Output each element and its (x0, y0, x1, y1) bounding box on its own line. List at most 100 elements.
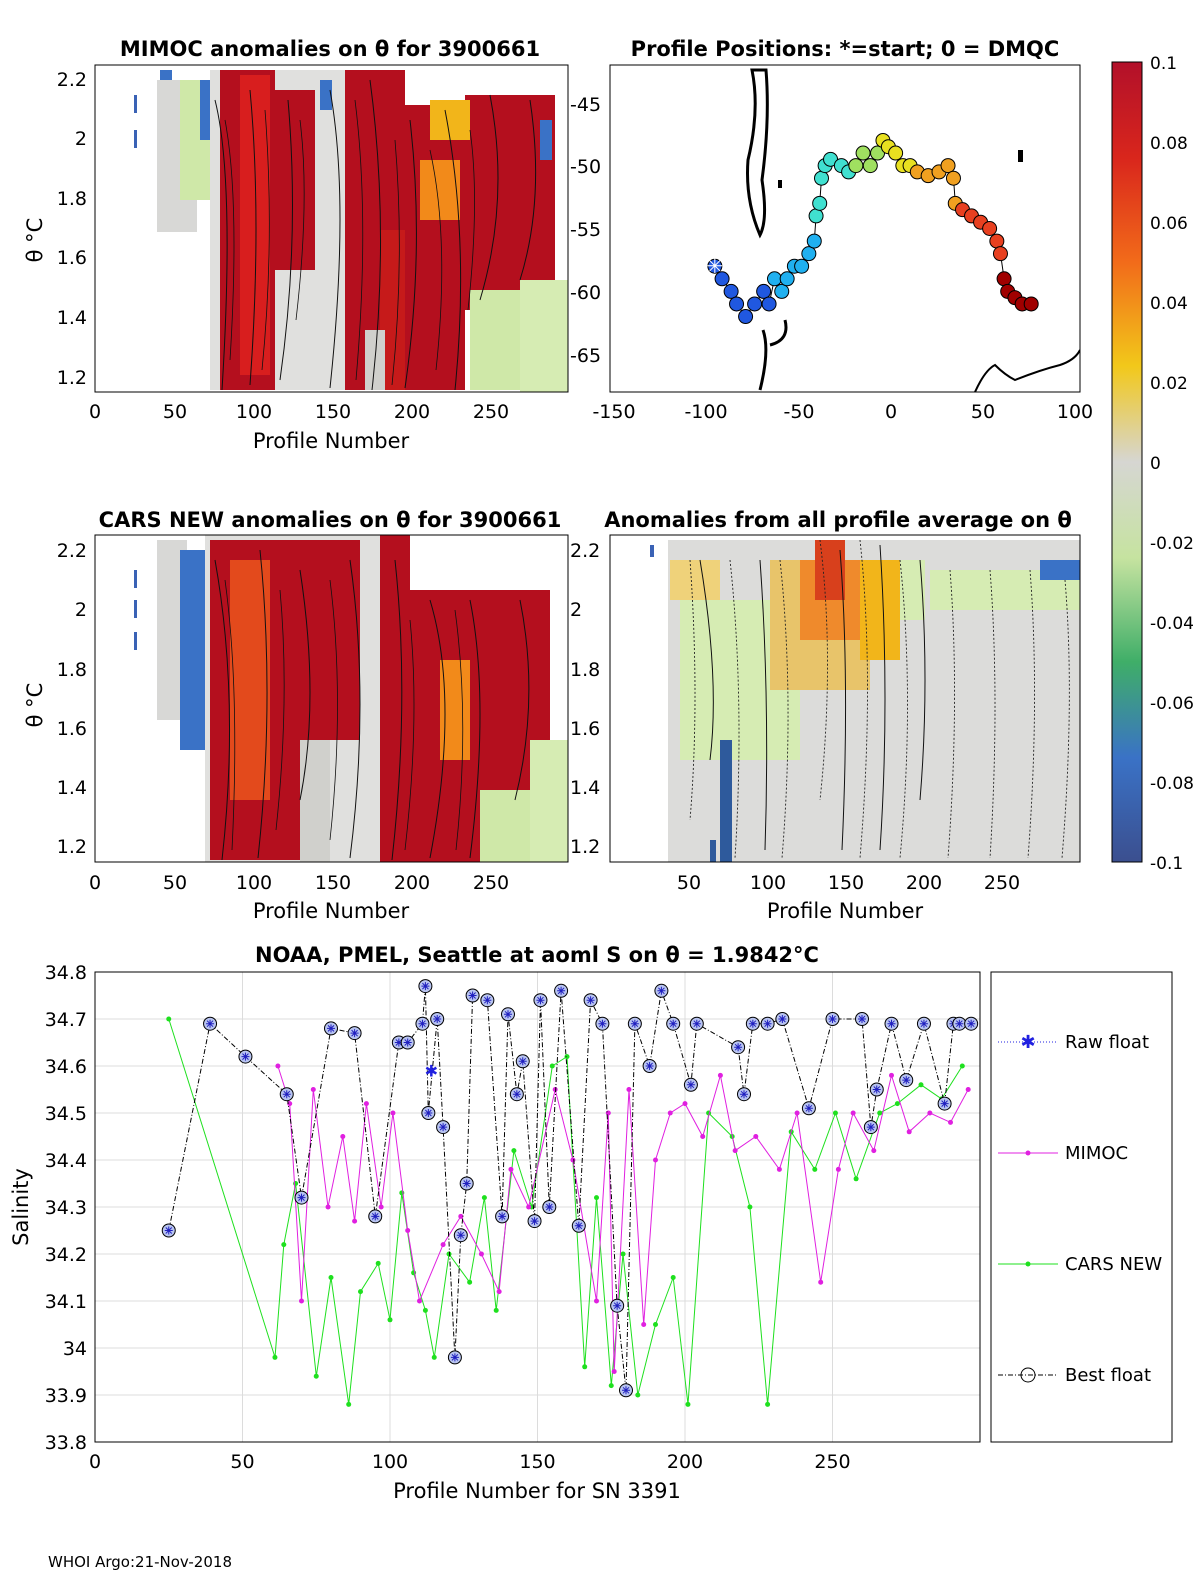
allavg-heatmap (650, 539, 1080, 862)
raw-float-star (403, 1038, 412, 1047)
cars-new-point (653, 1322, 658, 1327)
raw-float-star (536, 996, 545, 1005)
cars-new-point (918, 1082, 924, 1088)
mimoc-ytick: 2 (75, 128, 87, 150)
raw-float-star (545, 1203, 554, 1211)
legend-box (990, 971, 1173, 1443)
colorbar-tick: -0.08 (1150, 774, 1194, 794)
mimoc-xtick: 0 (89, 401, 101, 423)
mimoc-point (667, 1110, 673, 1116)
raw-float-star (630, 1019, 639, 1028)
mimoc-point (948, 1119, 953, 1125)
salinity-xtick: 50 (230, 1451, 254, 1473)
mimoc-point (405, 1228, 411, 1233)
cars-new-point (511, 1148, 517, 1154)
profile-position-point (767, 271, 782, 287)
mimoc-xtick: 250 (473, 401, 509, 423)
raw-float-star (692, 1019, 701, 1028)
profile-position-point (747, 296, 763, 312)
allavg-xtick: 50 (677, 872, 701, 894)
map-xtick: -150 (592, 401, 635, 423)
cars-xtick: 250 (473, 872, 509, 894)
raw-float-star (919, 1019, 928, 1028)
raw-float-star (297, 1193, 306, 1202)
mimoc-point (378, 1204, 384, 1210)
profile-position-point (801, 246, 817, 262)
colorbar-tick: 0.04 (1150, 294, 1188, 314)
mimoc-point (552, 1087, 558, 1092)
cars-ytick: 2 (75, 599, 87, 621)
raw-float-star (858, 1015, 866, 1023)
mimoc-point (496, 1289, 502, 1295)
mimoc-point (732, 1148, 738, 1154)
profile-position-point (707, 258, 723, 274)
raw-float-star (828, 1015, 837, 1023)
profile-position-point (848, 158, 864, 174)
cars-xtick: 150 (315, 872, 351, 894)
profile-position-point (862, 158, 878, 174)
mimoc-xticks: 0 50 100 150 200 250 (89, 401, 509, 423)
mimoc-point (653, 1157, 658, 1163)
cars-new-point (635, 1392, 641, 1398)
allavg-ytick: 1.4 (570, 777, 600, 799)
mimoc-xlabel: Profile Number (253, 429, 410, 453)
raw-float-star (645, 1062, 654, 1070)
colorbar-gradient (1111, 61, 1143, 863)
salinity-ytick: 34.8 (45, 962, 87, 984)
allavg-xtick: 150 (828, 872, 864, 894)
raw-float-star (504, 1010, 512, 1019)
profile-position-point (729, 296, 745, 312)
mimoc-point (850, 1110, 856, 1116)
profile-position-point (774, 283, 790, 299)
mimoc-point (325, 1204, 331, 1210)
mimoc-point (363, 1101, 369, 1107)
cars-new-point (685, 1401, 691, 1407)
raw-float-star (421, 982, 430, 991)
colorbar: 0.1 0.08 0.06 0.04 0.02 0 -0.02 -0.04 -0… (1111, 54, 1194, 874)
raw-float-star (866, 1123, 875, 1132)
mimoc-heatmap (134, 70, 568, 392)
salinity-axes-box (94, 971, 981, 1443)
profile-position-point (940, 158, 956, 174)
salinity-xtick: 0 (89, 1451, 101, 1473)
raw-float-star (418, 1019, 427, 1028)
cars-new-point (894, 1101, 900, 1107)
cars-new-point (346, 1401, 352, 1407)
legend-label: Best float (1065, 1365, 1151, 1386)
raw-float-star (350, 1029, 359, 1038)
best-float-points (161, 979, 979, 1398)
mimoc-point (458, 1213, 464, 1219)
cars-new-point (313, 1373, 319, 1379)
colorbar-tick: -0.06 (1150, 694, 1194, 714)
raw-float-star (657, 986, 666, 995)
mimoc-point (390, 1110, 396, 1116)
map-xtick: 50 (971, 401, 995, 423)
colorbar-tick: 0.06 (1150, 214, 1188, 234)
raw-float-point: ✱ (425, 1062, 438, 1081)
allavg-xtick: 250 (984, 872, 1020, 894)
salinity-title: NOAA, PMEL, Seattle at aoml S on θ = 1.9… (255, 943, 819, 967)
start-asterisk-icon: ✳ (706, 254, 723, 278)
mimoc-point (605, 1110, 611, 1116)
raw-float-star (734, 1043, 743, 1052)
map-xtick: 100 (1057, 401, 1093, 423)
cars-new-points (166, 1016, 965, 1407)
cars-new-point (670, 1275, 676, 1280)
raw-float-star (804, 1104, 813, 1113)
map-coastlines (746, 68, 1080, 392)
mimoc-point (594, 1298, 599, 1304)
legend-mimoc: MIMOC (998, 1143, 1128, 1164)
map-ytick: -60 (570, 282, 601, 304)
profile-position-point (989, 233, 1005, 249)
profile-position-point (714, 271, 730, 287)
salinity-ylabel: Salinity (9, 1168, 33, 1246)
profile-position-point (723, 283, 739, 299)
allavg-ytick: 2.2 (570, 540, 600, 562)
raw-float-star (433, 1015, 442, 1023)
legend-raw-float: ✱ Raw float (998, 1032, 1149, 1053)
raw-float-star (450, 1353, 459, 1362)
profile-positions (707, 132, 1039, 325)
map-yticks: -45 -50 -55 -60 -65 (570, 94, 601, 367)
salinity-legend: ✱ Raw float MIMOC CARS NEW Best float (990, 971, 1173, 1443)
raw-float-star (394, 1038, 403, 1047)
